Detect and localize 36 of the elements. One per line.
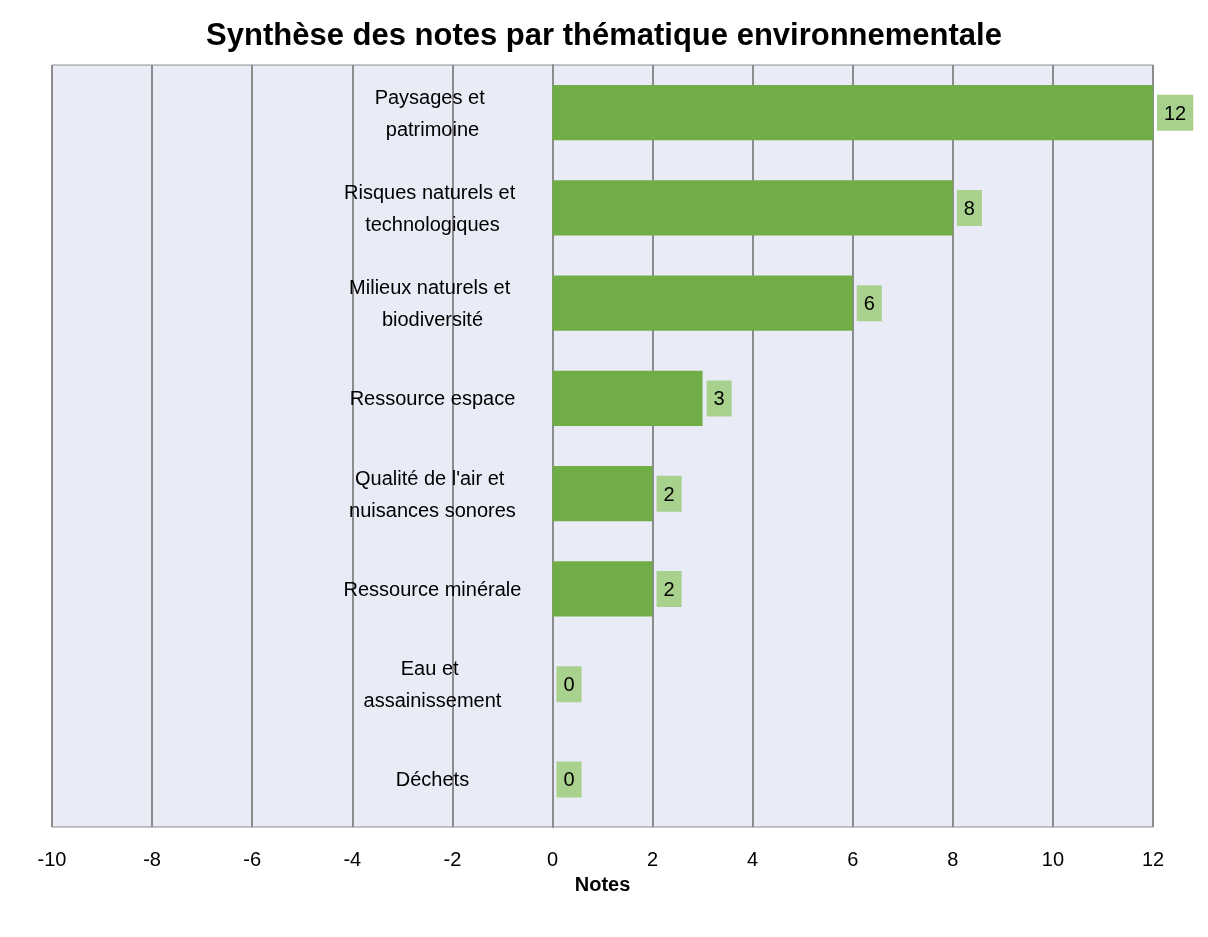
data-label: 2 <box>663 482 675 505</box>
y-tick-label: Risques naturels et technologiques <box>344 180 521 235</box>
bar <box>552 275 853 331</box>
y-tick-label: Eau et assainissement <box>363 657 502 712</box>
x-tick-label: 0 <box>546 848 559 870</box>
y-tick-label: Paysages et patrimoine <box>374 85 491 140</box>
y-tick-label: Qualité de l'air et nuisances sonores <box>349 466 516 521</box>
data-label: 2 <box>663 577 675 600</box>
data-label: 8 <box>963 196 975 219</box>
x-tick-label: 2 <box>646 848 659 870</box>
bar <box>552 466 653 522</box>
data-label: 0 <box>563 673 575 696</box>
x-tick-label: -8 <box>143 848 161 870</box>
x-tick-label: -4 <box>343 848 362 870</box>
data-label: 12 <box>1164 101 1187 124</box>
data-label: 6 <box>863 292 875 315</box>
x-tick-label: -10 <box>37 848 67 870</box>
x-tick-label: 10 <box>1041 848 1065 870</box>
x-tick-label: 8 <box>947 848 959 870</box>
bar <box>552 370 703 426</box>
x-tick-label: -6 <box>243 848 262 870</box>
data-label: 0 <box>563 768 575 791</box>
y-tick-label: Ressource espace <box>349 387 516 410</box>
chart-title: Synthèse des notes par thématique environnementale <box>206 17 1002 52</box>
bar <box>552 561 653 617</box>
x-axis-title: Notes <box>574 872 631 895</box>
x-tick-label: 12 <box>1141 848 1165 870</box>
y-tick-label: Milieux naturels et biodiversité <box>349 276 516 331</box>
data-label: 3 <box>713 387 725 410</box>
y-tick-label: Déchets <box>395 768 470 791</box>
bar <box>552 180 953 236</box>
x-tick-label: 4 <box>747 848 759 870</box>
bar <box>552 85 1153 141</box>
x-tick-label: -2 <box>443 848 462 870</box>
y-tick-label: Ressource minérale <box>343 577 522 600</box>
x-tick-label: 6 <box>847 848 859 870</box>
